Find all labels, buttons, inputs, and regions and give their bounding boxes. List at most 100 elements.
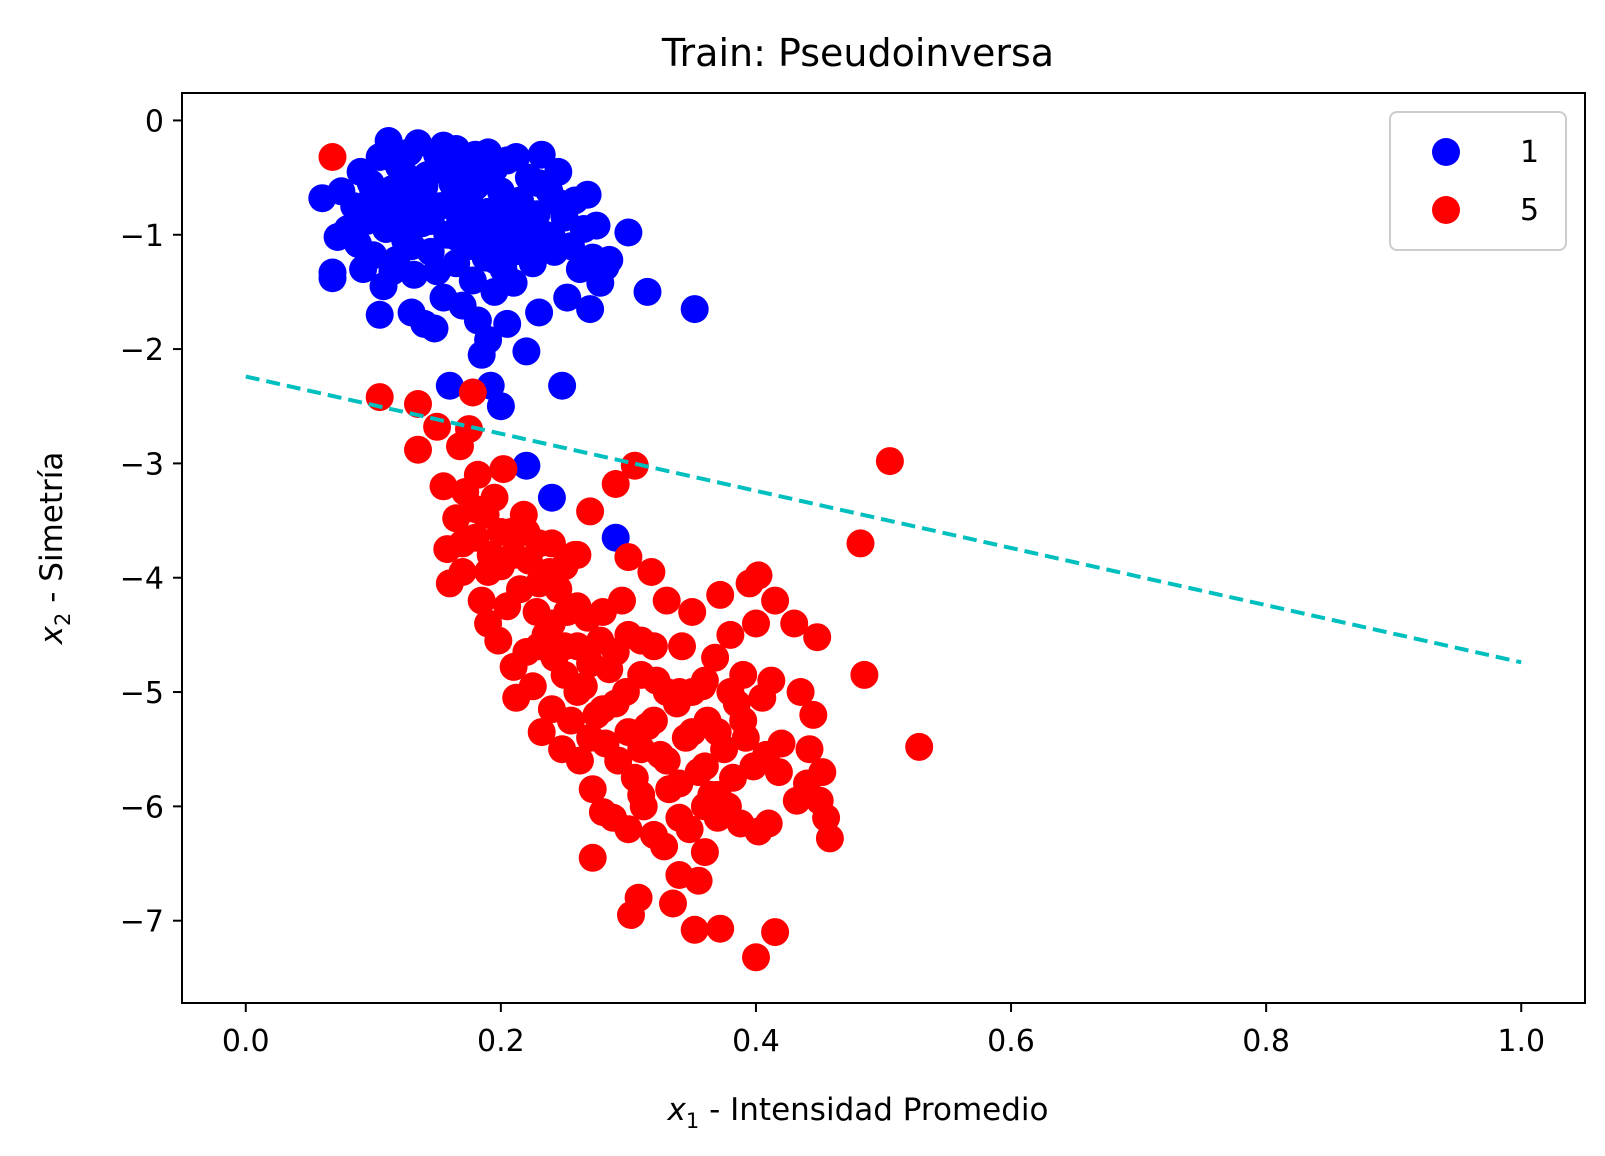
data-point-series-5 [690,666,719,695]
data-point-series-1 [553,283,582,312]
data-point-series-5 [761,586,790,615]
data-point-series-5 [668,632,696,661]
data-point-series-5 [650,832,679,861]
data-point-series-1 [486,192,515,221]
data-point-series-5 [690,838,719,867]
data-point-series-5 [744,561,773,590]
legend-label-series-1: 1 [1520,135,1539,170]
x-axis-ticks: 0.0 0.2 0.4 0.6 0.8 1.0 [222,1003,1545,1059]
data-point-series-5 [525,632,554,661]
decision-boundary [245,374,1522,665]
x-axis-label: x1 - Intensidad Promedio [667,1092,1049,1133]
data-point-series-5 [637,558,666,586]
data-point-series-1 [455,200,483,229]
data-point-series-5 [404,435,432,464]
data-point-series-1 [633,277,662,306]
data-point-series-1 [480,245,509,274]
data-point-series-1 [573,180,602,209]
data-point-series-1 [544,188,573,217]
data-point-series-1 [397,232,426,261]
data-point-series-1 [435,371,464,400]
data-point-series-1 [512,451,541,480]
data-point-series-5 [652,586,681,615]
data-point-series-5 [423,412,452,441]
data-point-series-5 [659,889,687,918]
data-point-series-5 [803,623,832,652]
data-point-series-1 [429,154,458,183]
data-point-series-5 [404,390,432,418]
data-point-series-5 [684,866,713,895]
data-points [308,127,934,972]
data-point-series-1 [486,392,515,421]
data-point-series-1 [365,300,394,329]
legend-box [1389,111,1567,251]
data-point-series-5 [601,689,630,718]
data-point-series-1 [359,241,388,270]
data-point-series-5 [652,746,681,775]
chart-title: Train: Pseudoinversa [661,31,1054,75]
data-point-series-5 [678,598,707,626]
x-tick-label: 0.4 [732,1024,780,1059]
data-point-series-5 [578,843,607,872]
data-point-series-5 [455,415,483,444]
y-tick-label: −7 [120,905,164,940]
y-axis-ticks: 0 −1 −2 −3 −4 −5 −6 −7 [120,104,182,940]
data-point-series-1 [378,257,407,286]
data-point-series-1 [420,314,449,343]
data-point-series-5 [484,626,513,655]
data-point-series-1 [391,161,420,190]
decision-boundary-line [245,374,1522,665]
data-point-series-1 [525,169,554,198]
data-point-series-1 [423,257,452,286]
data-point-series-5 [614,815,643,844]
data-point-series-5 [518,672,547,701]
data-point-series-5 [448,558,477,586]
data-point-series-5 [703,718,732,747]
x-tick-label: 1.0 [1497,1024,1545,1059]
data-point-series-5 [808,758,837,787]
data-point-series-5 [799,700,828,729]
data-point-series-5 [624,883,653,912]
data-point-series-1 [614,218,643,247]
data-point-series-5 [716,678,745,706]
y-tick-label: −2 [120,333,164,368]
data-point-series-1 [527,140,556,169]
data-point-series-5 [448,529,477,558]
data-point-series-5 [761,918,790,947]
data-point-series-5 [467,586,496,615]
y-tick-label: −1 [120,219,164,254]
data-point-series-5 [742,943,770,972]
data-point-series-5 [461,495,490,524]
data-point-series-5 [905,732,934,761]
data-point-series-5 [764,758,793,787]
data-point-series-1 [493,215,522,243]
data-point-series-5 [680,915,709,944]
data-point-series-5 [850,660,879,689]
data-point-series-5 [318,143,347,171]
data-point-series-5 [499,540,528,569]
y-axis-label-var: x [34,625,70,645]
data-point-series-5 [665,769,694,798]
data-point-series-5 [537,529,566,558]
data-point-series-1 [404,188,432,217]
data-point-series-5 [729,706,758,735]
data-point-series-1 [582,211,611,240]
x-axis-label-var: x [667,1092,687,1128]
legend-marker-series-5 [1432,196,1460,224]
data-point-series-5 [690,752,719,781]
data-point-series-5 [563,592,592,621]
data-point-series-5 [754,809,783,838]
data-point-series-5 [429,472,458,501]
y-axis-label-sub: 2 [51,613,75,626]
data-point-series-5 [614,543,643,572]
series-1 [308,127,709,552]
data-point-series-5 [652,678,681,706]
data-point-series-5 [588,598,617,626]
data-point-series-5 [627,660,656,689]
data-point-series-1 [576,295,605,324]
data-point-series-5 [815,824,844,853]
x-axis-label-text: - Intensidad Promedio [699,1092,1048,1128]
x-tick-label: 0.6 [987,1024,1035,1059]
data-point-series-5 [701,643,730,672]
